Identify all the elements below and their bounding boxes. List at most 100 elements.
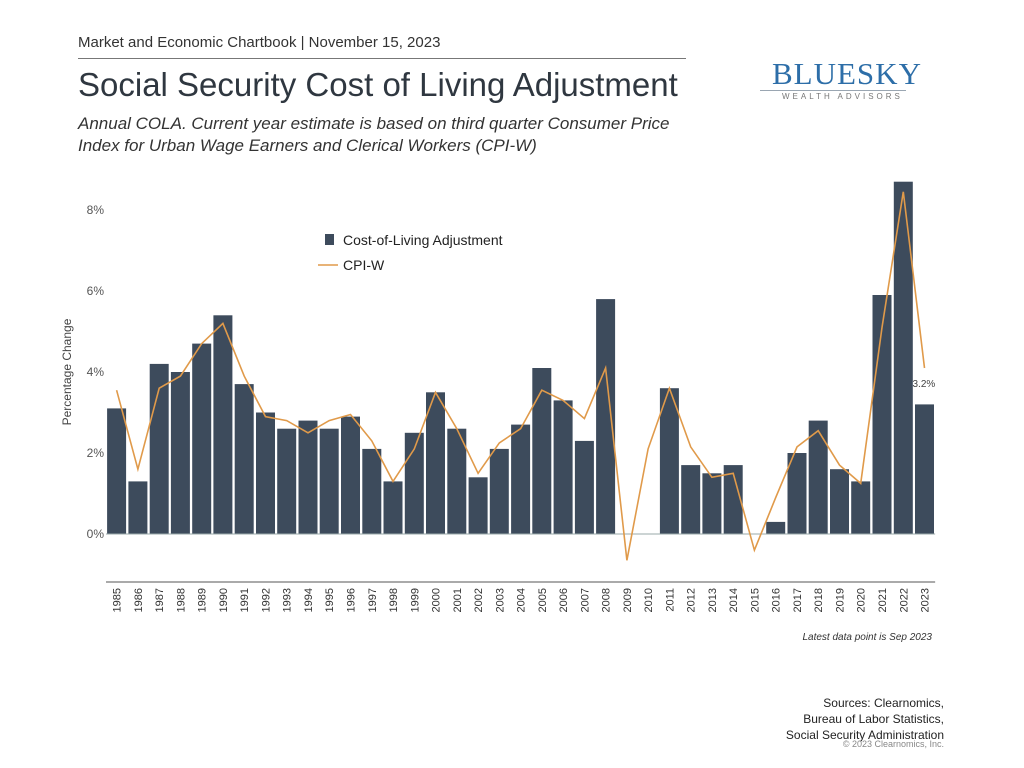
x-tick-label: 1986 <box>133 588 145 612</box>
bar <box>532 368 552 534</box>
bar <box>915 404 934 534</box>
bar <box>383 481 403 534</box>
bar <box>681 465 701 534</box>
x-tick-label: 2001 <box>452 588 464 612</box>
x-tick-label: 1989 <box>197 588 209 612</box>
x-tick-label: 2007 <box>579 588 591 612</box>
x-tick-label: 2005 <box>537 588 549 612</box>
bar <box>277 428 297 534</box>
x-tick-label: 2004 <box>516 588 528 612</box>
bar <box>298 420 318 534</box>
sources-line-3: Social Security Administration <box>785 728 944 742</box>
x-tick-label: 1996 <box>346 588 358 612</box>
bar <box>256 412 275 534</box>
bar <box>213 315 233 534</box>
copyright: © 2023 Clearnomics, Inc. <box>842 739 944 749</box>
x-tick-label: 2021 <box>877 588 889 612</box>
y-axis-label: Percentage Change <box>60 318 74 425</box>
bar <box>766 521 786 535</box>
x-tick-label: 2014 <box>728 588 740 612</box>
data-label-2023: 3.2% <box>913 379 936 390</box>
x-tick-label: 1995 <box>324 588 336 612</box>
y-tick-label: 4% <box>87 365 105 379</box>
bar <box>872 295 892 534</box>
bar <box>702 473 722 535</box>
bar <box>170 372 190 534</box>
x-tick-label: 2019 <box>835 588 847 612</box>
bar <box>319 428 339 534</box>
y-tick-label: 6% <box>87 284 105 298</box>
x-tick-label: 1988 <box>175 588 187 612</box>
x-tick-label: 1999 <box>409 588 421 612</box>
x-tick-label: 2020 <box>856 588 868 612</box>
x-tick-label: 1997 <box>367 588 379 612</box>
bar <box>596 299 616 534</box>
x-tick-label: 1993 <box>282 588 294 612</box>
y-tick-label: 0% <box>87 527 105 541</box>
x-tick-label: 2010 <box>643 588 655 612</box>
subtitle-line-2: Index for Urban Wage Earners and Clerica… <box>78 136 537 155</box>
x-tick-label: 2016 <box>771 588 783 612</box>
bar <box>808 420 828 534</box>
bar <box>341 416 360 535</box>
sources-line-1: Sources: Clearnomics, <box>823 696 944 710</box>
x-tick-label: 2006 <box>558 588 570 612</box>
chartbook-header: Market and Economic Chartbook | November… <box>78 34 441 51</box>
logo-tagline: WEALTH ADVISORS <box>782 92 903 101</box>
bar <box>553 400 573 535</box>
bluesky-logo: BLUESKY WEALTH ADVISORS <box>760 56 921 104</box>
x-tick-label: 1985 <box>112 588 124 612</box>
bar <box>447 428 467 534</box>
x-tick-label: 2015 <box>749 588 761 612</box>
x-tick-label: 2009 <box>622 588 634 612</box>
x-tick-label: 1990 <box>218 588 230 612</box>
page-title: Social Security Cost of Living Adjustmen… <box>78 66 678 103</box>
data-note: Latest data point is Sep 2023 <box>802 632 932 643</box>
logo-divider <box>760 90 906 91</box>
sources-line-2: Bureau of Labor Statistics, <box>803 712 944 726</box>
logo-wordmark: BLUESKY <box>772 56 922 91</box>
x-tick-label: 2023 <box>920 588 932 612</box>
bar <box>511 424 531 534</box>
x-tick-label: 2000 <box>431 588 443 612</box>
bar <box>659 388 679 534</box>
bar <box>723 465 743 534</box>
bar <box>893 181 913 534</box>
x-tick-label: 1991 <box>239 588 251 612</box>
bar <box>489 448 509 534</box>
x-tick-label: 1998 <box>388 588 400 612</box>
x-tick-label: 2003 <box>494 588 506 612</box>
x-tick-label: 2008 <box>601 588 613 612</box>
legend-label-cpi-w: CPI-W <box>343 257 385 273</box>
x-tick-label: 1994 <box>303 588 315 612</box>
x-tick-label: 1992 <box>261 588 273 612</box>
legend-swatch-cola <box>325 234 334 245</box>
y-tick-label: 2% <box>87 446 105 460</box>
bar <box>426 392 445 535</box>
x-tick-label: 2013 <box>707 588 719 612</box>
y-tick-label: 8% <box>87 203 105 217</box>
bar <box>574 440 594 534</box>
bar <box>404 432 424 535</box>
bar <box>362 448 382 534</box>
cpi-w-line <box>115 191 926 561</box>
chart-subtitle: Annual COLA. Current year estimate is ba… <box>78 113 738 157</box>
x-tick-label: 2018 <box>813 588 825 612</box>
bar <box>851 481 871 534</box>
bar <box>830 469 849 534</box>
bar <box>128 481 148 534</box>
x-tick-label: 2002 <box>473 588 485 612</box>
bar <box>468 477 488 534</box>
x-tick-label: 2017 <box>792 588 804 612</box>
x-tick-label: 2011 <box>664 588 676 612</box>
sources-note: Sources: Clearnomics, Bureau of Labor St… <box>786 695 944 743</box>
x-tick-label: 2012 <box>686 588 698 612</box>
legend-label-cola: Cost-of-Living Adjustment <box>343 232 503 248</box>
bar <box>234 384 254 534</box>
bar <box>107 408 127 534</box>
subtitle-line-1: Annual COLA. Current year estimate is ba… <box>78 114 670 133</box>
header-divider <box>78 58 686 59</box>
bar <box>192 343 212 534</box>
bar <box>787 453 807 534</box>
